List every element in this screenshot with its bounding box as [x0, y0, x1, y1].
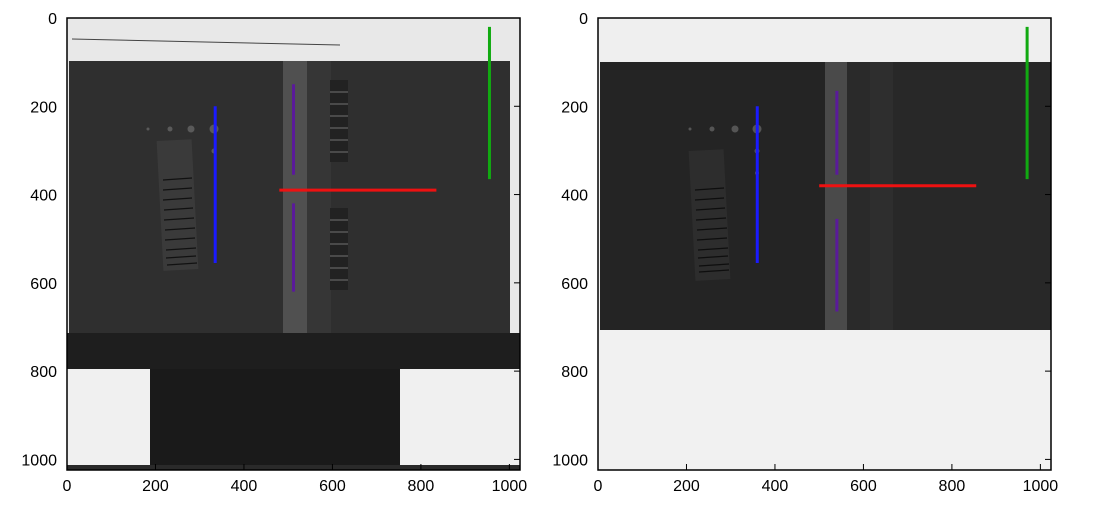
right-panel: 0 200 400 600 800 1000 0 200 400 600 800 1000 [552, 11, 1058, 495]
left-y-tick-label: 0 [48, 11, 57, 28]
left-bottom-light-left [67, 369, 150, 470]
left-y-tick-label: 600 [30, 276, 57, 293]
left-y-tick-label: 400 [30, 188, 57, 205]
right-ticks: 0 200 400 600 800 1000 0 200 400 600 800 1000 [552, 11, 1058, 495]
right-x-tick-label: 800 [939, 478, 966, 495]
right-band-2 [870, 62, 893, 330]
right-x-tick-label: 600 [850, 478, 877, 495]
right-band-1 [847, 62, 870, 330]
left-bottom-dark-center [150, 369, 400, 470]
right-y-tick-label: 1000 [552, 452, 588, 469]
right-y-tick-label: 600 [561, 276, 588, 293]
right-bottom-light [598, 330, 1051, 470]
right-x-tick-label: 1000 [1023, 478, 1059, 495]
left-x-tick-label: 200 [142, 478, 169, 495]
left-ladder-bottom [330, 208, 348, 290]
left-bottom-edge [67, 465, 520, 470]
left-bottom-light-right [400, 369, 520, 470]
left-axes-frame [66, 17, 521, 471]
right-y-tick-label: 400 [561, 188, 588, 205]
right-band-3 [893, 62, 1051, 330]
left-y-tick-label: 800 [30, 364, 57, 381]
left-panel: 0 200 400 600 800 1000 0 200 400 600 800 1000 [21, 11, 527, 495]
left-ticks: 0 200 400 600 800 1000 0 200 400 600 800 1000 [21, 11, 527, 495]
right-profile-lines [755, 26, 1029, 312]
left-x-tick-label: 1000 [492, 478, 528, 495]
left-ladder-top [330, 80, 348, 162]
right-x-tick-label: 400 [762, 478, 789, 495]
left-bottom-band [67, 333, 520, 369]
right-y-tick-label: 0 [579, 11, 588, 28]
right-center-bar [825, 62, 847, 330]
left-x-tick-label: 800 [408, 478, 435, 495]
right-line-pair-gauge [688, 149, 731, 281]
right-axes-frame [597, 17, 1052, 471]
left-x-tick-label: 600 [319, 478, 346, 495]
right-y-tick-label: 800 [561, 364, 588, 381]
left-profile-lines [213, 26, 491, 292]
left-x-tick-label: 0 [63, 478, 72, 495]
right-x-tick-label: 200 [673, 478, 700, 495]
left-center-bar-shadow [307, 61, 331, 333]
left-x-tick-label: 400 [231, 478, 258, 495]
left-y-tick-label: 200 [30, 99, 57, 116]
left-top-streak [71, 38, 341, 46]
left-line-pair-gauge [156, 139, 199, 271]
right-x-tick-label: 0 [594, 478, 603, 495]
right-y-tick-label: 200 [561, 99, 588, 116]
left-y-tick-label: 1000 [21, 452, 57, 469]
